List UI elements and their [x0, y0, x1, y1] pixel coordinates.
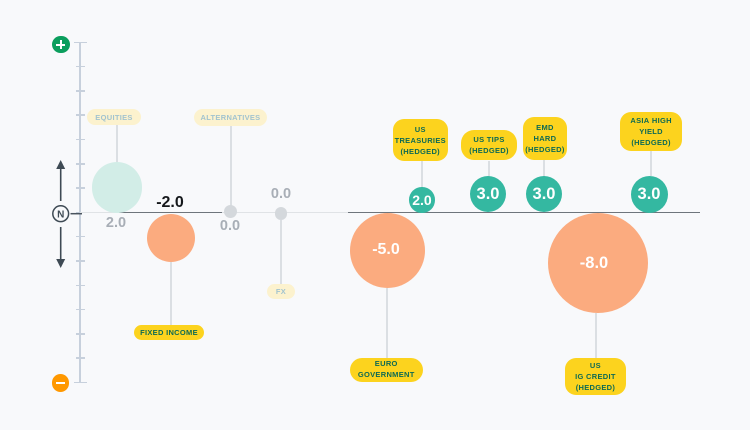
- svg-text:N: N: [57, 209, 64, 220]
